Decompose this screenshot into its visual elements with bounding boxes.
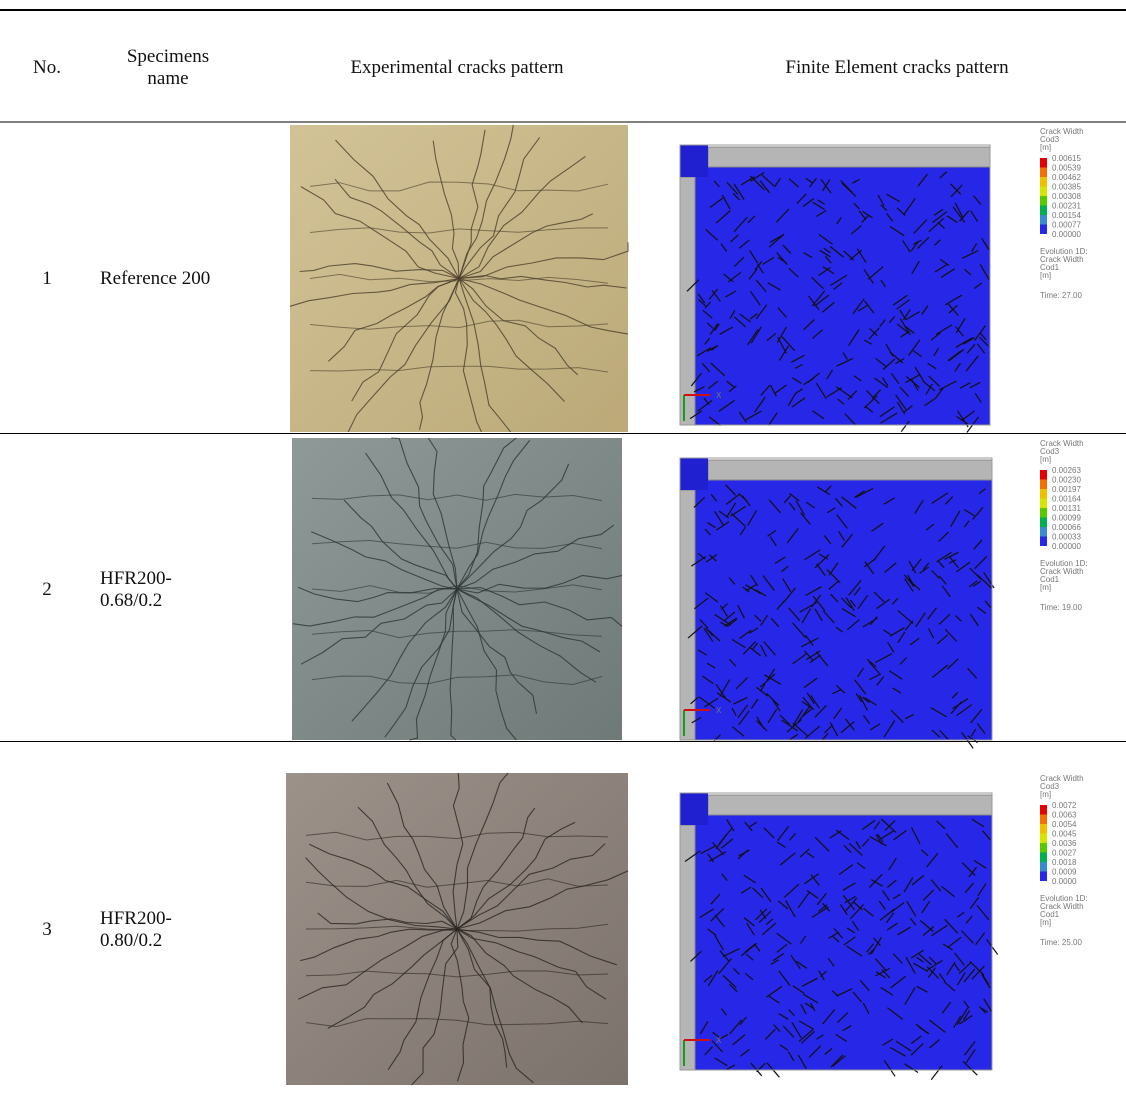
legend-title: [m] bbox=[1040, 455, 1051, 464]
legend-value: 0.00099 bbox=[1052, 514, 1081, 523]
legend-swatch bbox=[1040, 843, 1047, 853]
row-number: 2 bbox=[42, 579, 52, 601]
legend-swatch bbox=[1040, 527, 1047, 537]
axis-x-label: X bbox=[716, 391, 722, 400]
legend-value: 0.00385 bbox=[1052, 183, 1081, 192]
legend-swatch bbox=[1040, 824, 1047, 834]
legend-title: [m] bbox=[1040, 143, 1051, 152]
legend-evolution: [m] bbox=[1040, 918, 1051, 927]
fe-support-top bbox=[708, 460, 992, 480]
page: {"header": {"no": "No.", "specimen_name"… bbox=[0, 0, 1126, 1111]
legend-value: 0.00164 bbox=[1052, 495, 1081, 504]
legend-swatch bbox=[1040, 834, 1047, 844]
legend-evolution: [m] bbox=[1040, 271, 1051, 280]
legend-value: 0.00231 bbox=[1052, 202, 1081, 211]
legend-swatch bbox=[1040, 196, 1047, 206]
legend-value: 0.0054 bbox=[1052, 820, 1077, 829]
legend-value: 0.00066 bbox=[1052, 523, 1081, 532]
fe-support-left bbox=[680, 825, 695, 1070]
legend-swatch bbox=[1040, 480, 1047, 490]
legend-value: 0.0009 bbox=[1052, 868, 1077, 877]
axis-x-label: X bbox=[716, 1036, 722, 1045]
legend-value: 0.00263 bbox=[1052, 466, 1081, 475]
row-number: 1 bbox=[42, 268, 52, 290]
axis-x-label: X bbox=[716, 706, 722, 715]
legend-value: 0.00000 bbox=[1052, 230, 1081, 239]
legend-value: 0.00154 bbox=[1052, 211, 1081, 220]
fe-corner bbox=[680, 458, 708, 490]
legend-value: 0.00000 bbox=[1052, 542, 1081, 551]
legend-evolution: [m] bbox=[1040, 583, 1051, 592]
legend-swatch bbox=[1040, 862, 1047, 872]
legend-swatch bbox=[1040, 518, 1047, 528]
legend-value: 0.0018 bbox=[1052, 858, 1077, 867]
legend-value: 0.00615 bbox=[1052, 154, 1081, 163]
specimen-name: Reference 200 bbox=[100, 268, 230, 290]
specimen-name: HFR200-0.80/0.2 bbox=[100, 908, 230, 952]
legend-swatch bbox=[1040, 499, 1047, 509]
legend-swatch bbox=[1040, 470, 1047, 480]
header-fe: Finite Element cracks pattern bbox=[785, 57, 1008, 79]
header-experimental: Experimental cracks pattern bbox=[350, 57, 563, 79]
legend-time: Time: 25.00 bbox=[1040, 938, 1082, 947]
legend-swatch bbox=[1040, 215, 1047, 225]
legend-value: 0.00197 bbox=[1052, 485, 1081, 494]
fe-support-top bbox=[708, 795, 992, 815]
legend-value: 0.00033 bbox=[1052, 533, 1081, 542]
specimen-name: HFR200-0.68/0.2 bbox=[100, 568, 230, 612]
legend-time: Time: 19.00 bbox=[1040, 603, 1082, 612]
legend-value: 0.00539 bbox=[1052, 164, 1081, 173]
legend-value: 0.00230 bbox=[1052, 476, 1081, 485]
legend-swatch bbox=[1040, 206, 1047, 216]
legend-swatch bbox=[1040, 508, 1047, 518]
legend-title: [m] bbox=[1040, 790, 1051, 799]
legend-value: 0.0036 bbox=[1052, 839, 1077, 848]
fe-corner bbox=[680, 793, 708, 825]
legend-value: 0.00308 bbox=[1052, 192, 1081, 201]
legend-swatch bbox=[1040, 158, 1047, 168]
legend-swatch bbox=[1040, 177, 1047, 187]
header-specimen: Specimens name bbox=[113, 46, 223, 90]
legend-swatch bbox=[1040, 853, 1047, 863]
legend-swatch bbox=[1040, 168, 1047, 178]
header-no: No. bbox=[33, 57, 61, 79]
fe-support-top bbox=[708, 147, 990, 167]
legend-value: 0.00131 bbox=[1052, 504, 1081, 513]
fe-mesh bbox=[695, 815, 992, 1070]
legend-swatch bbox=[1040, 187, 1047, 197]
legend-value: 0.0072 bbox=[1052, 801, 1077, 810]
legend-value: 0.0045 bbox=[1052, 830, 1077, 839]
fe-corner bbox=[680, 145, 708, 177]
legend-swatch bbox=[1040, 537, 1047, 547]
legend-swatch bbox=[1040, 815, 1047, 825]
legend-time: Time: 27.00 bbox=[1040, 291, 1082, 300]
legend-value: 0.00077 bbox=[1052, 221, 1081, 230]
legend-swatch bbox=[1040, 225, 1047, 235]
legend-value: 0.00462 bbox=[1052, 173, 1081, 182]
fe-support-left bbox=[680, 177, 695, 425]
legend-value: 0.0027 bbox=[1052, 849, 1077, 858]
row-number: 3 bbox=[42, 919, 52, 941]
legend-swatch bbox=[1040, 489, 1047, 499]
legend-value: 0.0000 bbox=[1052, 877, 1077, 886]
legend-swatch bbox=[1040, 872, 1047, 882]
legend-value: 0.0063 bbox=[1052, 811, 1077, 820]
legend-swatch bbox=[1040, 805, 1047, 815]
